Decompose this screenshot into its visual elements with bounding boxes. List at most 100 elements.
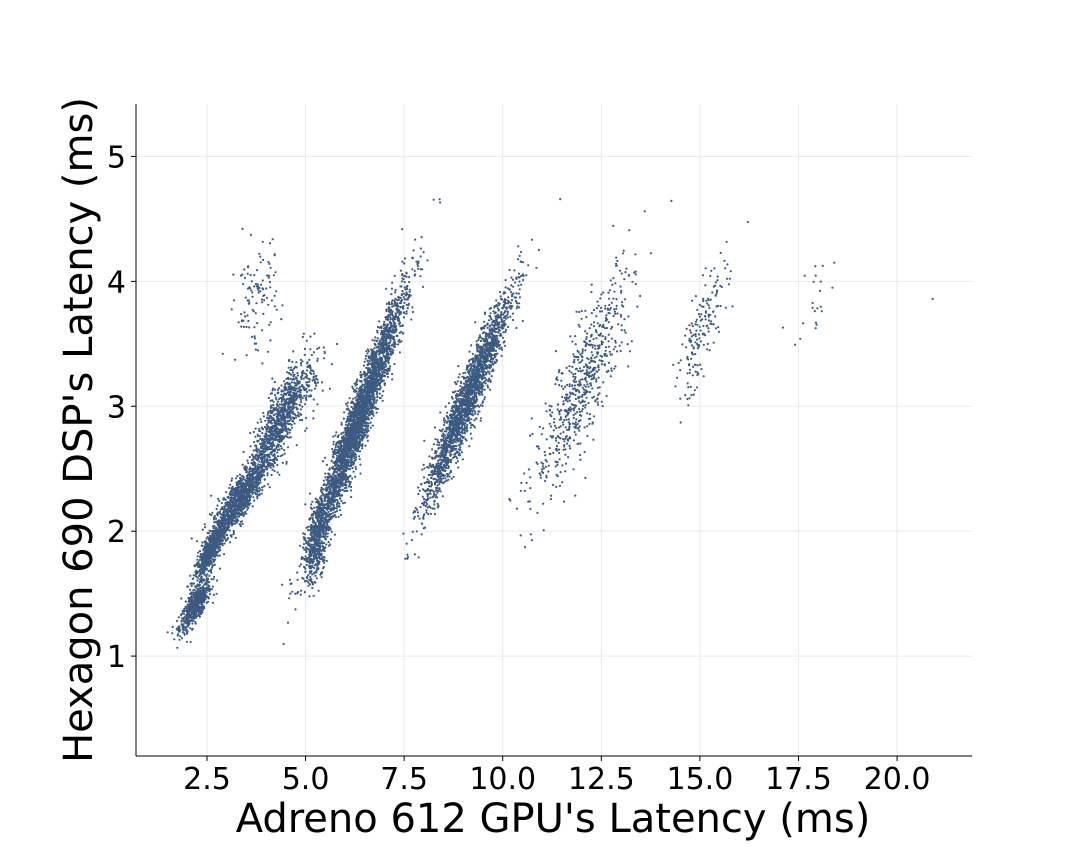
scatter-point <box>305 394 308 397</box>
scatter-point <box>189 604 192 608</box>
scatter-point <box>349 474 352 477</box>
scatter-point <box>206 573 209 576</box>
scatter-point <box>216 537 219 540</box>
scatter-point <box>308 384 311 387</box>
scatter-point <box>249 233 252 236</box>
scatter-point <box>238 508 241 511</box>
scatter-point <box>275 308 278 311</box>
scatter-point <box>273 429 276 432</box>
scatter-point <box>192 606 195 610</box>
scatter-point <box>316 567 319 570</box>
scatter-point <box>306 361 309 364</box>
scatter-point <box>251 478 255 481</box>
scatter-point <box>317 589 320 592</box>
scatter-point <box>212 527 215 530</box>
scatter-point <box>276 422 279 426</box>
scatter-point <box>309 575 312 579</box>
scatter-point <box>302 577 305 580</box>
scatter-point <box>196 579 199 582</box>
scatter-point <box>242 513 246 516</box>
scatter-point <box>287 359 291 362</box>
scatter-point <box>253 499 256 502</box>
scatter-point <box>253 326 256 329</box>
scatter-point <box>297 411 300 414</box>
scatter-point <box>305 390 309 393</box>
scatter-point <box>325 559 328 563</box>
scatter-point <box>299 362 303 365</box>
scatter-point <box>221 532 224 535</box>
scatter-point <box>219 525 222 529</box>
scatter-point <box>290 398 293 401</box>
scatter-point <box>199 579 203 583</box>
scatter-point <box>221 542 224 546</box>
scatter-point <box>204 562 207 565</box>
scatter-point <box>255 269 259 272</box>
scatter-point <box>280 447 283 450</box>
scatter-point <box>253 463 256 466</box>
scatter-point <box>275 290 278 293</box>
scatter-point <box>191 616 194 619</box>
scatter-point <box>253 470 256 473</box>
scatter-point <box>212 553 215 556</box>
scatter-point <box>246 493 250 496</box>
scatter-point <box>204 581 207 585</box>
scatter-point <box>229 541 232 544</box>
scatter-point <box>219 510 222 513</box>
scatter-point <box>195 590 198 594</box>
scatter-point <box>224 522 228 525</box>
scatter-point <box>204 567 207 570</box>
scatter-point <box>315 577 318 580</box>
scatter-point <box>305 563 308 567</box>
scatter-point <box>295 377 298 380</box>
scatter-point <box>220 501 223 505</box>
scatter-point <box>311 583 314 586</box>
scatter-point <box>211 566 214 569</box>
scatter-point <box>241 482 244 485</box>
scatter-point <box>217 497 220 500</box>
scatter-point <box>293 422 296 425</box>
scatter-point <box>300 377 303 381</box>
scatter-point <box>286 371 289 374</box>
scatter-point <box>270 473 273 477</box>
scatter-point <box>274 461 277 464</box>
scatter-point <box>292 412 295 415</box>
scatter-point <box>206 583 209 586</box>
scatter-point <box>189 640 192 644</box>
scatter-point <box>280 403 283 406</box>
scatter-point <box>244 492 248 495</box>
scatter-point <box>246 272 249 275</box>
scatter-point <box>190 607 193 611</box>
scatter-point <box>340 421 343 424</box>
scatter-point <box>252 449 255 452</box>
scatter-point <box>251 458 254 462</box>
scatter-point <box>214 530 217 533</box>
scatter-point <box>209 555 212 558</box>
scatter-point <box>263 485 266 488</box>
scatter-point <box>395 334 398 337</box>
scatter-point <box>280 384 283 387</box>
scatter-point <box>375 411 378 414</box>
scatter-point <box>398 351 401 354</box>
scatter-point <box>199 594 202 597</box>
scatter-point <box>405 303 408 306</box>
scatter-point <box>329 538 332 541</box>
scatter-point <box>197 551 200 554</box>
scatter-point <box>218 554 221 557</box>
scatter-point <box>287 428 290 431</box>
scatter-point <box>313 572 316 575</box>
scatter-point <box>339 513 342 517</box>
scatter-point <box>215 540 218 543</box>
scatter-point <box>263 299 266 302</box>
scatter-point <box>277 423 281 426</box>
scatter-point <box>213 535 216 538</box>
scatter-point <box>315 554 318 557</box>
scatter-point <box>199 571 202 574</box>
scatter-point <box>204 574 207 577</box>
scatter-point <box>323 547 326 550</box>
scatter-point <box>262 415 265 418</box>
scatter-point <box>182 629 185 632</box>
scatter-point <box>195 540 199 543</box>
scatter-point <box>233 522 236 525</box>
scatter-point <box>309 371 312 374</box>
scatter-point <box>273 424 276 427</box>
